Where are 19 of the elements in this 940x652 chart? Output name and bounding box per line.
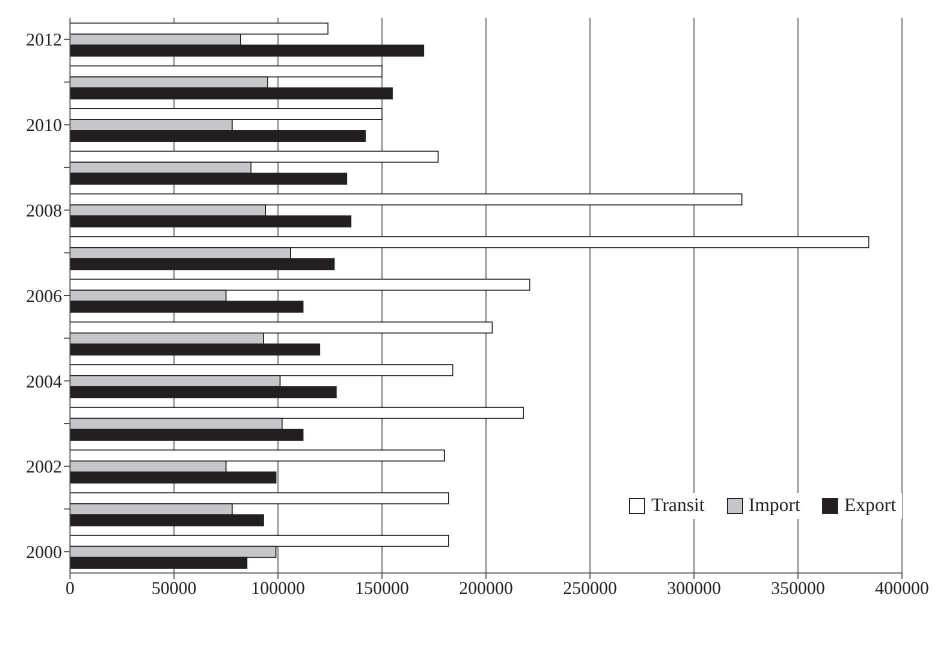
y-tick-label: 2000 — [26, 542, 62, 562]
legend-label: Import — [748, 495, 800, 517]
y-tick-label: 2002 — [26, 456, 62, 477]
legend-label: Export — [844, 495, 896, 517]
y-tick-label: 2012 — [26, 30, 62, 50]
x-tick-label: 50000 — [152, 578, 196, 598]
x-tick-label: 400000 — [875, 578, 929, 598]
x-tick-label: 100000 — [251, 578, 305, 598]
x-tick-label: 0 — [66, 578, 74, 598]
x-tick-label: 300000 — [667, 578, 721, 598]
x-tick-label: 350000 — [771, 578, 825, 598]
y-tick-label: 2004 — [26, 371, 62, 392]
x-tick-label: 250000 — [563, 578, 617, 598]
legend-label: Transit — [651, 495, 705, 517]
x-tick-label: 200000 — [459, 578, 513, 598]
y-tick-label: 2006 — [26, 286, 62, 306]
y-tick-label: 2008 — [26, 200, 62, 221]
y-tick-label: 2010 — [26, 115, 62, 136]
x-tick-label: 150000 — [355, 578, 409, 598]
